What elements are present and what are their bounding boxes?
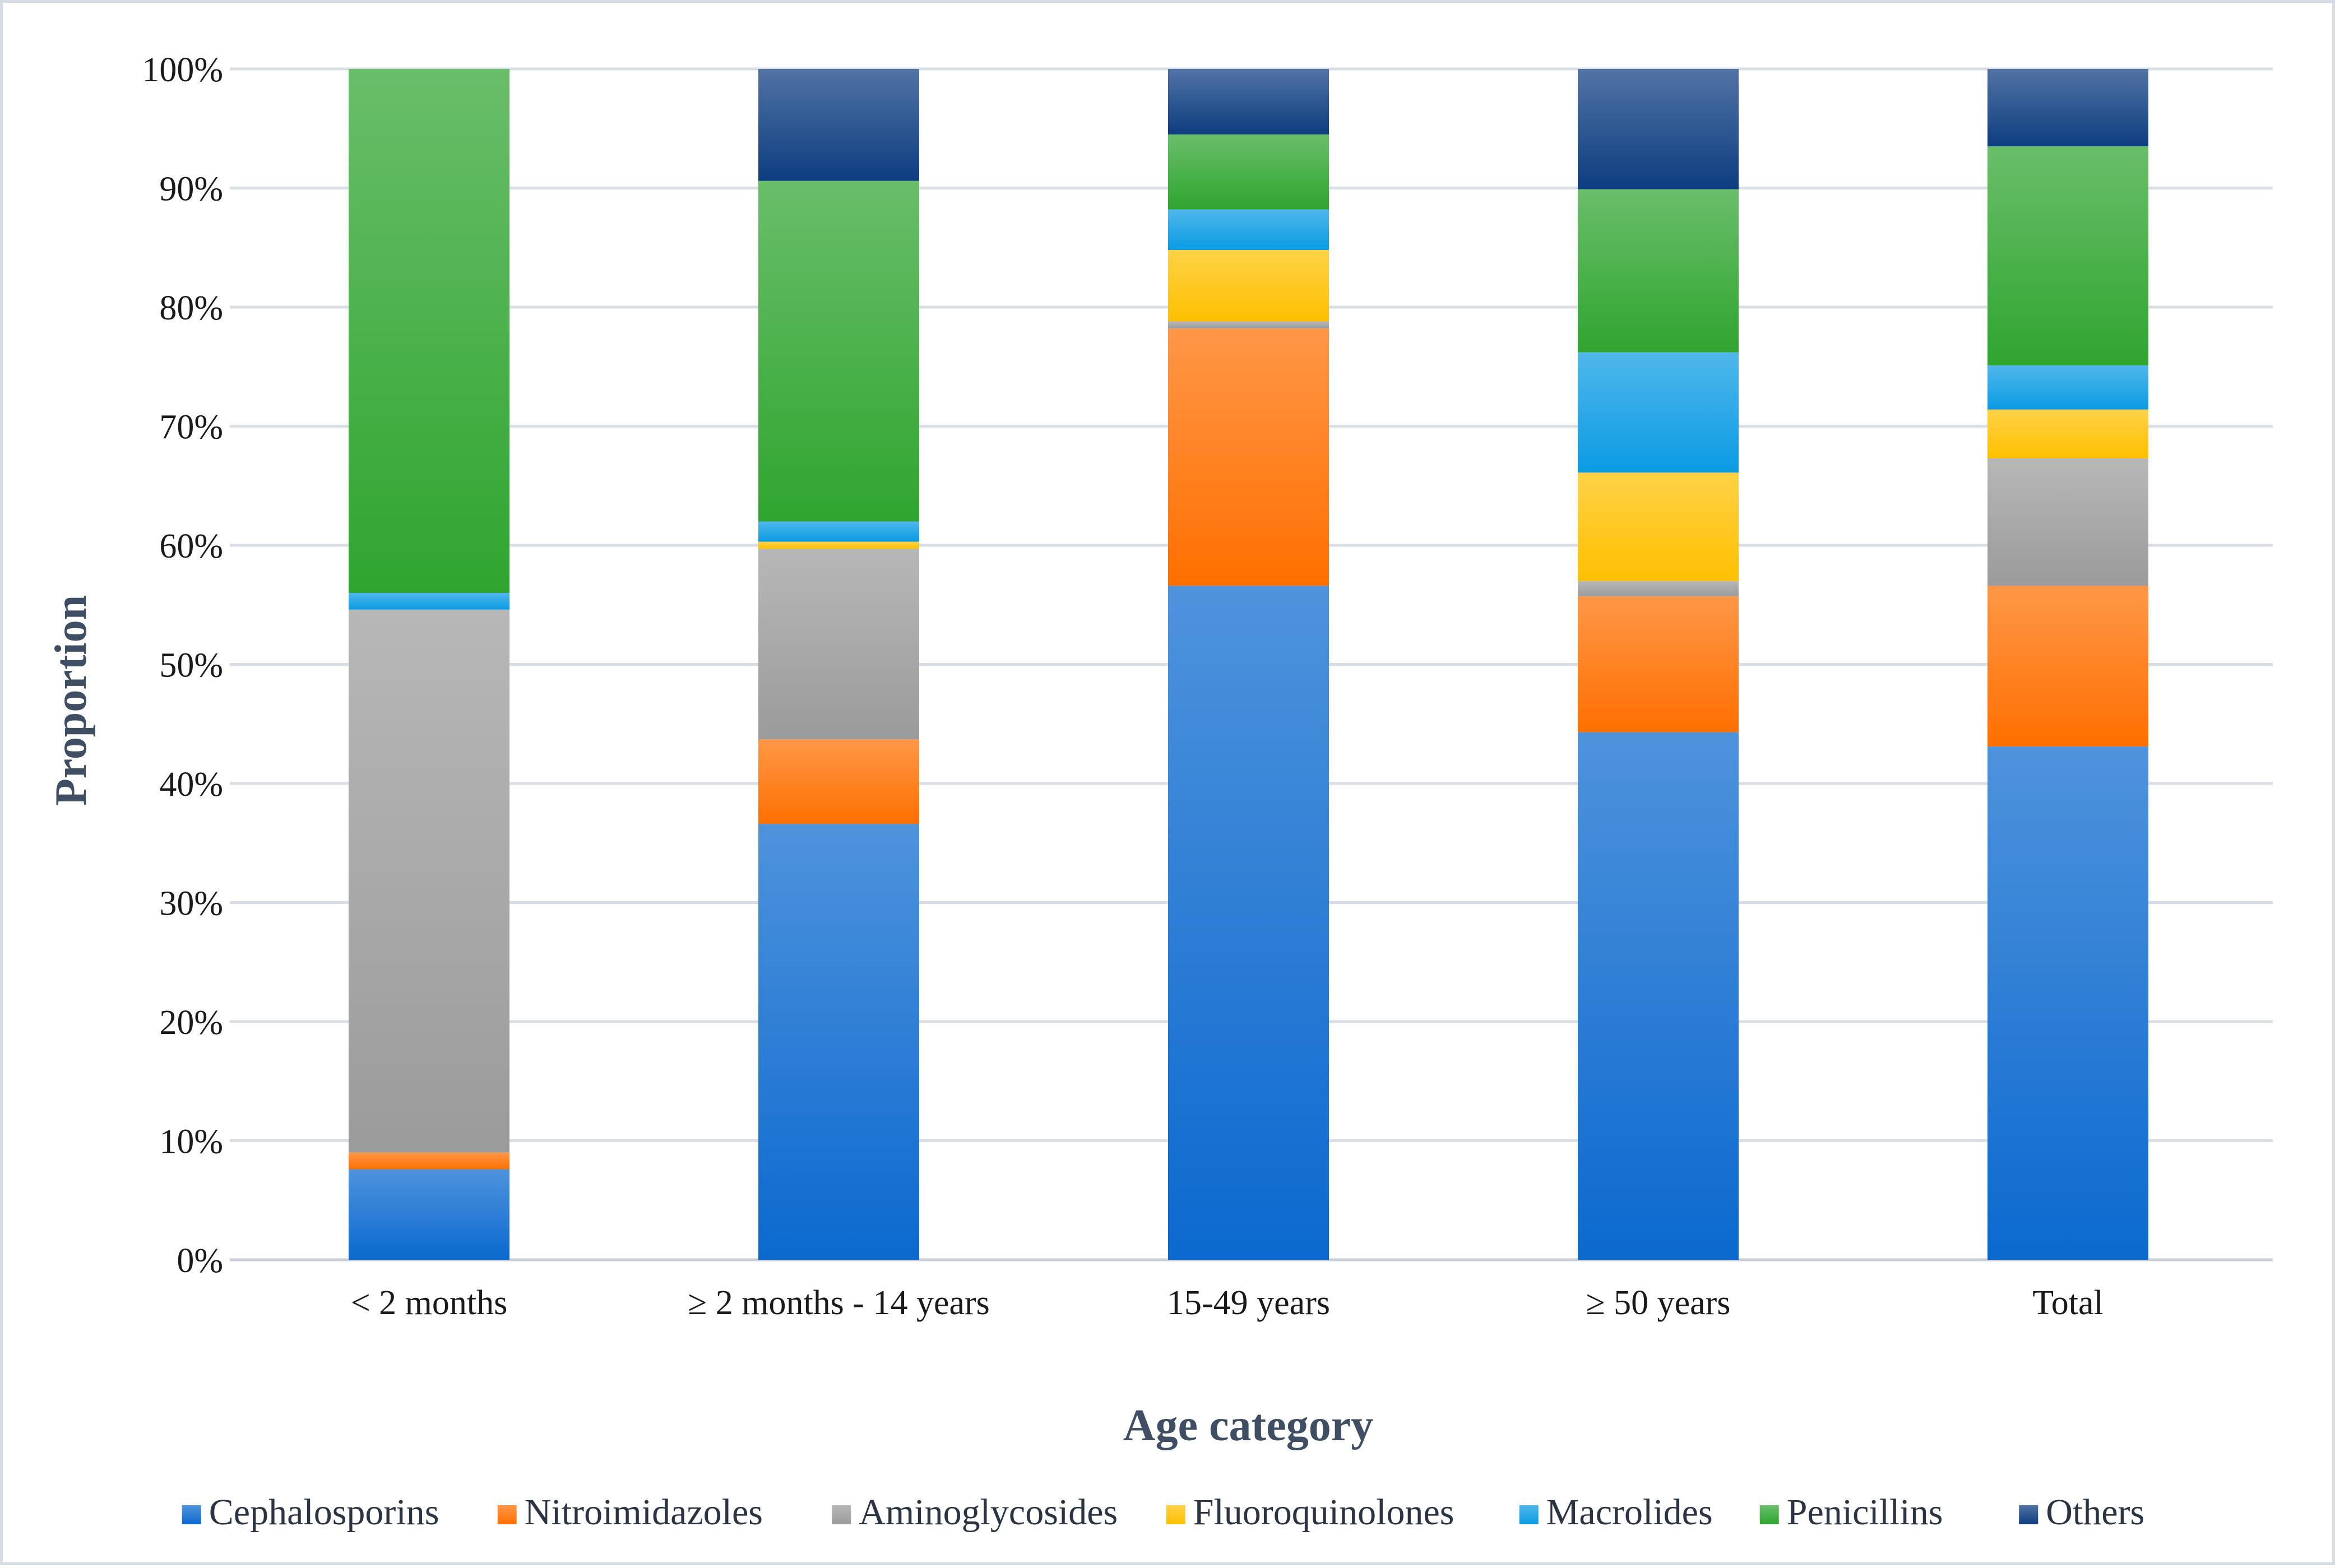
bar-segment-15-49-years-fluoroquinolones bbox=[1168, 250, 1329, 322]
y-tick-label: 0% bbox=[177, 1242, 223, 1280]
bar-segment-ge-50-years-others bbox=[1578, 69, 1739, 189]
bars bbox=[349, 69, 2148, 1260]
legend: Cephalosporins Nitroimidazoles Aminoglycos… bbox=[182, 1492, 2144, 1533]
bar-segment-total-fluoroquinolones bbox=[1987, 409, 2148, 458]
bar-segment-2-months-14-years-cephalosporins bbox=[758, 824, 919, 1260]
bar-segment-ge-50-years-macrolides bbox=[1578, 352, 1739, 473]
legend-swatch bbox=[497, 1505, 517, 1524]
legend-label: Penicillins bbox=[1787, 1492, 1943, 1533]
legend-label: Others bbox=[2046, 1492, 2144, 1533]
y-tick-label: 60% bbox=[159, 527, 223, 565]
bar-segment-total-aminoglycosides bbox=[1987, 458, 2148, 586]
y-tick-label: 80% bbox=[159, 289, 223, 327]
bar-segment-ge-50-years-penicillins bbox=[1578, 189, 1739, 352]
x-tick-label: 15-49 years bbox=[1167, 1284, 1330, 1322]
y-tick-label: 100% bbox=[142, 51, 223, 89]
y-tick-label: 90% bbox=[159, 170, 223, 208]
y-axis-tick-labels: 0% 10% 20% 30% 40% 50% 60% 70% 80% 90% 100% bbox=[142, 51, 223, 1280]
bar-segment-15-49-years-macrolides bbox=[1168, 209, 1329, 250]
bar-segment-2-months-14-years-fluoroquinolones bbox=[758, 541, 919, 549]
legend-label: Macrolides bbox=[1546, 1492, 1713, 1533]
legend-item-aminoglycosides: Aminoglycosides bbox=[832, 1492, 1118, 1533]
legend-item-penicillins: Penicillins bbox=[1759, 1492, 1943, 1533]
bar-segment-15-49-years-nitroimidazoles bbox=[1168, 328, 1329, 586]
bar-segment-total-cephalosporins bbox=[1987, 746, 2148, 1260]
legend-label: Cephalosporins bbox=[209, 1492, 439, 1533]
legend-item-nitroimidazoles: Nitroimidazoles bbox=[497, 1492, 763, 1533]
x-tick-label: ≥ 2 months - 14 years bbox=[688, 1284, 990, 1322]
bar-segment-total-nitroimidazoles bbox=[1987, 586, 2148, 747]
y-tick-label: 30% bbox=[159, 885, 223, 923]
bar-segment-ge-50-years-fluoroquinolones bbox=[1578, 472, 1739, 581]
legend-label: Nitroimidazoles bbox=[525, 1492, 763, 1533]
bar-segment-ge-50-years-nitroimidazoles bbox=[1578, 596, 1739, 732]
bar-segment-2-months-14-years-aminoglycosides bbox=[758, 549, 919, 740]
x-tick-label: Total bbox=[2032, 1284, 2104, 1322]
bar-segment-15-49-years-others bbox=[1168, 69, 1329, 134]
bar-segment-lt-2-months-cephalosporins bbox=[349, 1169, 509, 1260]
bar-segment-15-49-years-cephalosporins bbox=[1168, 586, 1329, 1260]
bar-segment-total-penicillins bbox=[1987, 146, 2148, 366]
legend-item-others: Others bbox=[2019, 1492, 2144, 1533]
bar-segment-15-49-years-penicillins bbox=[1168, 134, 1329, 210]
legend-swatch bbox=[2019, 1505, 2039, 1524]
stacked-bar-chart: 0% 10% 20% 30% 40% 50% 60% 70% 80% 90% 100% < 2 mo… bbox=[47, 51, 2273, 1533]
y-axis-title: Proportion bbox=[47, 595, 96, 806]
legend-label: Fluoroquinolones bbox=[1193, 1492, 1454, 1533]
y-tick-label: 40% bbox=[159, 766, 223, 804]
legend-label: Aminoglycosides bbox=[859, 1492, 1118, 1533]
legend-swatch bbox=[1759, 1505, 1779, 1524]
legend-swatch bbox=[1166, 1505, 1185, 1524]
bar-segment-lt-2-months-nitroimidazoles bbox=[349, 1152, 509, 1170]
bar-segment-lt-2-months-aminoglycosides bbox=[349, 609, 509, 1153]
y-tick-label: 50% bbox=[159, 647, 223, 685]
legend-item-macrolides: Macrolides bbox=[1519, 1492, 1713, 1533]
bar-segment-2-months-14-years-nitroimidazoles bbox=[758, 739, 919, 824]
x-tick-label: ≥ 50 years bbox=[1586, 1284, 1731, 1322]
bar-segment-total-macrolides bbox=[1987, 365, 2148, 410]
x-axis-tick-labels: < 2 months ≥ 2 months - 14 years 15-49 yea… bbox=[351, 1284, 2104, 1322]
bar-segment-total-others bbox=[1987, 69, 2148, 147]
x-tick-label: < 2 months bbox=[351, 1284, 508, 1322]
bar-segment-15-49-years-aminoglycosides bbox=[1168, 321, 1329, 329]
legend-swatch bbox=[182, 1505, 201, 1524]
bar-segment-ge-50-years-cephalosporins bbox=[1578, 732, 1739, 1260]
bar-segment-2-months-14-years-macrolides bbox=[758, 521, 919, 542]
bar-segment-ge-50-years-aminoglycosides bbox=[1578, 581, 1739, 597]
y-tick-label: 10% bbox=[159, 1123, 223, 1161]
bar-segment-2-months-14-years-penicillins bbox=[758, 180, 919, 522]
x-axis-title: Age category bbox=[1123, 1401, 1373, 1450]
legend-swatch bbox=[832, 1505, 851, 1524]
bar-segment-lt-2-months-penicillins bbox=[349, 69, 509, 593]
bar-segment-lt-2-months-macrolides bbox=[349, 593, 509, 610]
legend-item-cephalosporins: Cephalosporins bbox=[182, 1492, 439, 1533]
y-tick-label: 20% bbox=[159, 1004, 223, 1042]
bar-segment-2-months-14-years-others bbox=[758, 69, 919, 181]
legend-swatch bbox=[1519, 1505, 1539, 1524]
y-tick-label: 70% bbox=[159, 409, 223, 447]
legend-item-fluoroquinolones: Fluoroquinolones bbox=[1166, 1492, 1454, 1533]
